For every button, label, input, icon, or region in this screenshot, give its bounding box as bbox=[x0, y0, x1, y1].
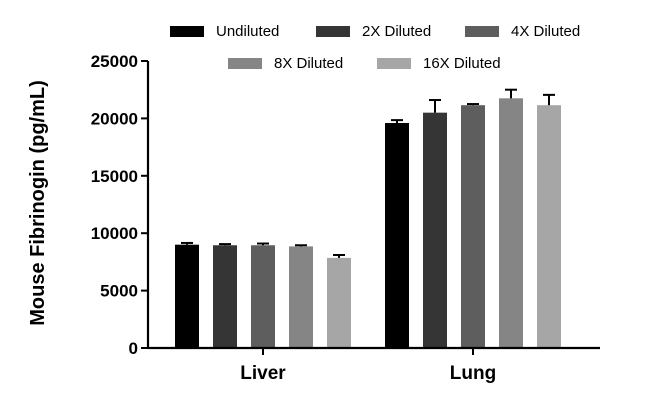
legend-label: 4X Diluted bbox=[511, 23, 580, 40]
y-tick-label: 5000 bbox=[100, 282, 138, 301]
legend-label: 16X Diluted bbox=[423, 55, 501, 72]
legend-swatch bbox=[170, 26, 204, 37]
y-axis: 0 5000 10000 15000 20000 25000 bbox=[91, 52, 150, 358]
y-tick-label: 15000 bbox=[91, 167, 138, 186]
legend-swatch bbox=[377, 58, 411, 69]
legend-swatch bbox=[465, 26, 499, 37]
bar bbox=[213, 245, 237, 348]
x-axis: Liver Lung bbox=[148, 346, 600, 384]
bars bbox=[175, 88, 561, 348]
bar bbox=[537, 105, 561, 348]
y-tick-label: 0 bbox=[129, 339, 138, 358]
bar bbox=[499, 98, 523, 348]
bar bbox=[251, 245, 275, 348]
bar bbox=[461, 105, 485, 348]
legend: Undiluted 2X Diluted 4X Diluted 8X Diluted 1… bbox=[170, 23, 580, 72]
legend-swatch bbox=[316, 26, 350, 37]
y-tick-label: 10000 bbox=[91, 224, 138, 243]
bar bbox=[385, 122, 409, 348]
y-axis-label: Mouse Fibrinogin (pg/mL) bbox=[27, 80, 49, 326]
bar bbox=[423, 112, 447, 348]
legend-label: 2X Diluted bbox=[362, 23, 431, 40]
bar bbox=[289, 246, 313, 348]
y-tick-label: 20000 bbox=[91, 109, 138, 128]
x-tick-label: Liver bbox=[240, 363, 286, 384]
legend-label: 8X Diluted bbox=[274, 55, 343, 72]
legend-swatch bbox=[228, 58, 262, 69]
y-tick-label: 25000 bbox=[91, 52, 138, 71]
bar bbox=[327, 257, 351, 348]
x-tick-label: Lung bbox=[450, 363, 496, 384]
bar bbox=[175, 244, 199, 348]
legend-label: Undiluted bbox=[216, 23, 279, 40]
